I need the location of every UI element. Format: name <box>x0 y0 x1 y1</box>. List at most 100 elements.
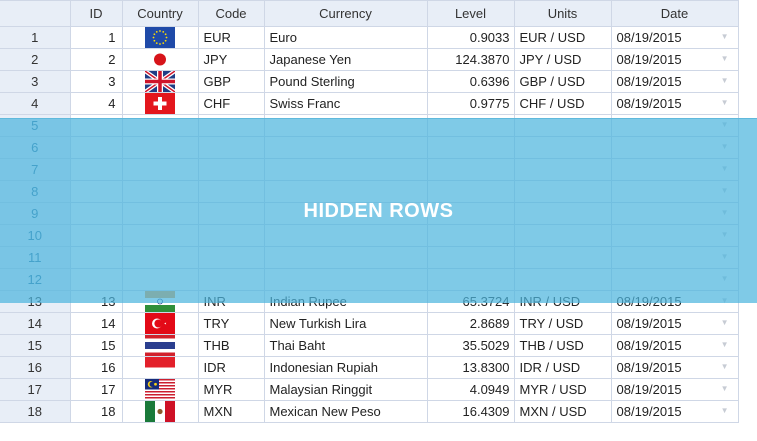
cell-units[interactable]: GBP / USD <box>514 70 612 93</box>
cell-level[interactable]: 13.8300 <box>427 356 515 379</box>
cell-code[interactable]: CHF <box>198 92 265 115</box>
cell-country[interactable] <box>122 26 199 49</box>
row-header[interactable]: 18 <box>0 400 71 423</box>
corner-header[interactable] <box>0 0 71 27</box>
column-header-id[interactable]: ID <box>70 0 123 27</box>
cell-level[interactable]: 35.5029 <box>427 334 515 357</box>
cell-code[interactable]: EUR <box>198 26 265 49</box>
cell-currency[interactable]: Thai Baht <box>264 334 428 357</box>
cell-code[interactable]: TRY <box>198 312 265 335</box>
cell-id[interactable]: 15 <box>70 334 123 357</box>
cell-date[interactable]: 08/19/2015 ▼ <box>611 334 739 357</box>
cell-code[interactable]: JPY <box>198 48 265 71</box>
row-header[interactable]: 4 <box>0 92 71 115</box>
hidden-rows-label: HIDDEN ROWS <box>303 200 454 222</box>
cell-country[interactable] <box>122 400 199 423</box>
table-row[interactable]: 18 18 MXN Mexican New Peso 16.4309 MXN / USD 0… <box>0 400 739 423</box>
cell-level[interactable]: 16.4309 <box>427 400 515 423</box>
cell-id[interactable]: 4 <box>70 92 123 115</box>
cell-date[interactable]: 08/19/2015 ▼ <box>611 356 739 379</box>
cell-currency[interactable]: Japanese Yen <box>264 48 428 71</box>
cell-id[interactable]: 3 <box>70 70 123 93</box>
cell-currency[interactable]: New Turkish Lira <box>264 312 428 335</box>
cell-units[interactable]: MXN / USD <box>514 400 612 423</box>
cell-id[interactable]: 17 <box>70 378 123 401</box>
dropdown-arrow-icon[interactable]: ▼ <box>720 76 729 85</box>
cell-units[interactable]: JPY / USD <box>514 48 612 71</box>
cell-level[interactable]: 0.9033 <box>427 26 515 49</box>
row-header[interactable]: 17 <box>0 378 71 401</box>
cell-date[interactable]: 08/19/2015 ▼ <box>611 70 739 93</box>
row-header[interactable]: 14 <box>0 312 71 335</box>
cell-date[interactable]: 08/19/2015 ▼ <box>611 26 739 49</box>
table-row[interactable]: 14 14 TRY New Turkish Lira 2.8689 TRY / USD 08… <box>0 312 739 335</box>
cell-code[interactable]: MXN <box>198 400 265 423</box>
column-header-currency[interactable]: Currency <box>264 0 428 27</box>
cell-date[interactable]: 08/19/2015 ▼ <box>611 378 739 401</box>
dropdown-arrow-icon[interactable]: ▼ <box>720 54 729 63</box>
cell-date[interactable]: 08/19/2015 ▼ <box>611 48 739 71</box>
table-row[interactable]: 15 15 THB Thai Baht 35.5029 THB / USD 08/19/20… <box>0 334 739 357</box>
cell-date[interactable]: 08/19/2015 ▼ <box>611 92 739 115</box>
table-row[interactable]: 2 2 JPY Japanese Yen 124.3870 JPY / USD 08/19/… <box>0 48 739 71</box>
cell-currency[interactable]: Euro <box>264 26 428 49</box>
cell-level[interactable]: 124.3870 <box>427 48 515 71</box>
cell-country[interactable] <box>122 48 199 71</box>
cell-level[interactable]: 4.0949 <box>427 378 515 401</box>
dropdown-arrow-icon[interactable]: ▼ <box>720 384 729 393</box>
cell-units[interactable]: TRY / USD <box>514 312 612 335</box>
cell-level[interactable]: 0.6396 <box>427 70 515 93</box>
cell-level[interactable]: 0.9775 <box>427 92 515 115</box>
cell-units[interactable]: MYR / USD <box>514 378 612 401</box>
cell-id[interactable]: 16 <box>70 356 123 379</box>
cell-currency[interactable]: Mexican New Peso <box>264 400 428 423</box>
cell-country[interactable] <box>122 356 199 379</box>
cell-id[interactable]: 2 <box>70 48 123 71</box>
cell-date[interactable]: 08/19/2015 ▼ <box>611 312 739 335</box>
dropdown-arrow-icon[interactable]: ▼ <box>720 98 729 107</box>
cell-country[interactable] <box>122 70 199 93</box>
cell-code[interactable]: THB <box>198 334 265 357</box>
cell-units[interactable]: IDR / USD <box>514 356 612 379</box>
row-header[interactable]: 2 <box>0 48 71 71</box>
dropdown-arrow-icon[interactable]: ▼ <box>720 32 729 41</box>
table-row[interactable]: 1 1 EUR Euro 0.9033 EUR / USD 08/19/2015 ▼ <box>0 26 739 49</box>
cell-id[interactable]: 14 <box>70 312 123 335</box>
row-header[interactable]: 15 <box>0 334 71 357</box>
column-header-country[interactable]: Country <box>122 0 199 27</box>
table-row[interactable]: 4 4 CHF Swiss Franc 0.9775 CHF / USD 08/19/201… <box>0 92 739 115</box>
cell-units[interactable]: EUR / USD <box>514 26 612 49</box>
dropdown-arrow-icon[interactable]: ▼ <box>720 362 729 371</box>
cell-country[interactable] <box>122 92 199 115</box>
dropdown-arrow-icon[interactable]: ▼ <box>720 340 729 349</box>
cell-country[interactable] <box>122 378 199 401</box>
dropdown-arrow-icon[interactable]: ▼ <box>720 318 729 327</box>
row-header[interactable]: 3 <box>0 70 71 93</box>
table-row[interactable]: 16 16 IDR Indonesian Rupiah 13.8300 IDR / USD… <box>0 356 739 379</box>
cell-currency[interactable]: Pound Sterling <box>264 70 428 93</box>
cell-date[interactable]: 08/19/2015 ▼ <box>611 400 739 423</box>
cell-country[interactable] <box>122 334 199 357</box>
table-row[interactable]: 17 17 MYR Malaysian Ringgit 4.0949 MYR / USD 0… <box>0 378 739 401</box>
cell-units[interactable]: THB / USD <box>514 334 612 357</box>
cell-id[interactable]: 18 <box>70 400 123 423</box>
cell-currency[interactable]: Indonesian Rupiah <box>264 356 428 379</box>
cell-code[interactable]: IDR <box>198 356 265 379</box>
column-header-date[interactable]: Date <box>611 0 739 27</box>
flag-jp-icon <box>145 49 175 70</box>
cell-id[interactable]: 1 <box>70 26 123 49</box>
cell-country[interactable] <box>122 312 199 335</box>
dropdown-arrow-icon[interactable]: ▼ <box>720 406 729 415</box>
cell-code[interactable]: GBP <box>198 70 265 93</box>
cell-units[interactable]: CHF / USD <box>514 92 612 115</box>
row-header[interactable]: 1 <box>0 26 71 49</box>
table-row[interactable]: 3 3 GBP Pound Sterling 0.6396 GBP / USD 08/19/… <box>0 70 739 93</box>
cell-level[interactable]: 2.8689 <box>427 312 515 335</box>
column-header-code[interactable]: Code <box>198 0 265 27</box>
row-header[interactable]: 16 <box>0 356 71 379</box>
column-header-units[interactable]: Units <box>514 0 612 27</box>
column-header-level[interactable]: Level <box>427 0 515 27</box>
cell-currency[interactable]: Swiss Franc <box>264 92 428 115</box>
cell-code[interactable]: MYR <box>198 378 265 401</box>
cell-currency[interactable]: Malaysian Ringgit <box>264 378 428 401</box>
